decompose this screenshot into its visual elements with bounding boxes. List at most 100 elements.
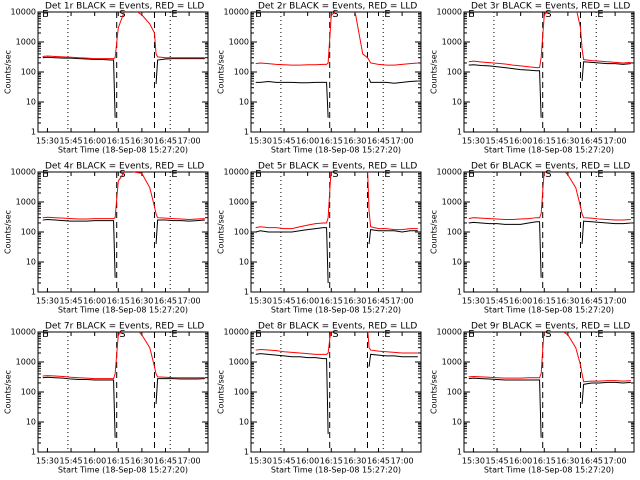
series-line (255, 78, 418, 118)
x-tick-label: 16:15 (533, 297, 556, 306)
x-tick-label: 16:15 (107, 457, 130, 466)
marker-label: E (384, 9, 390, 20)
marker-label: E (42, 9, 48, 20)
x-axis-label: Start Time (18-Sep-08 15:27:20) (58, 146, 188, 155)
panel: Det 6r BLACK = Events, RED = LLD Start Ti… (430, 162, 635, 315)
series-line (468, 220, 631, 278)
x-tick-label: 16:00 (296, 137, 319, 146)
x-tick-label: 16:30 (343, 297, 366, 306)
plot-frame (463, 11, 635, 133)
y-tick-label: 100 (447, 68, 462, 77)
marker-label: S (545, 9, 551, 20)
x-tick-label: 15:30 (462, 137, 485, 146)
x-tick-label: 16:15 (533, 457, 556, 466)
plot-frame (37, 331, 209, 453)
marker-label: E (468, 329, 474, 340)
marker-label: E (255, 169, 261, 180)
x-tick-label: 16:00 (296, 297, 319, 306)
marker-label: E (171, 169, 177, 180)
y-tick-label: 100 (234, 68, 249, 77)
y-tick-label: 1 (244, 288, 249, 297)
x-tick-label: 16:15 (107, 297, 130, 306)
y-tick-label: 100 (21, 228, 36, 237)
y-tick-label: 10000 (437, 168, 462, 177)
y-axis-label: Counts/sec (4, 210, 13, 254)
marker-label: E (255, 329, 261, 340)
x-tick-label: 16:45 (367, 297, 390, 306)
y-tick-label: 10 (26, 418, 36, 427)
y-tick-label: 1 (31, 448, 36, 457)
x-tick-label: 16:15 (107, 137, 130, 146)
x-axis-label: Start Time (18-Sep-08 15:27:20) (58, 466, 188, 475)
y-tick-label: 1000 (229, 198, 249, 207)
panel: Det 8r BLACK = Events, RED = LLD Start Ti… (217, 322, 422, 475)
series-line (255, 353, 418, 434)
x-tick-label: 15:45 (273, 297, 296, 306)
y-tick-label: 100 (21, 68, 36, 77)
x-tick-label: 17:00 (178, 297, 201, 306)
x-axis-label: Start Time (18-Sep-08 15:27:20) (271, 466, 401, 475)
x-tick-label: 15:45 (60, 297, 83, 306)
x-tick-label: 15:30 (36, 297, 59, 306)
y-tick-label: 10000 (224, 8, 249, 17)
x-tick-label: 17:00 (391, 457, 414, 466)
chart-title: Det 5r BLACK = Events, RED = LLD (258, 162, 417, 172)
series-line (42, 376, 205, 438)
panel: Det 2r BLACK = Events, RED = LLD Start Ti… (217, 2, 422, 155)
x-tick-label: 17:00 (604, 297, 627, 306)
series-line (42, 12, 205, 60)
x-tick-label: 15:45 (273, 137, 296, 146)
x-tick-label: 16:00 (83, 297, 106, 306)
marker-label: E (597, 329, 603, 340)
panel: Det 4r BLACK = Events, RED = LLD Start Ti… (4, 162, 209, 315)
y-tick-label: 1000 (16, 358, 36, 367)
x-tick-label: 15:30 (462, 457, 485, 466)
y-tick-label: 10000 (11, 8, 36, 17)
series-line (468, 172, 631, 221)
y-tick-label: 10000 (437, 328, 462, 337)
y-tick-label: 10000 (11, 328, 36, 337)
marker-label: E (255, 9, 261, 20)
x-tick-label: 16:45 (367, 457, 390, 466)
y-tick-label: 10000 (224, 328, 249, 337)
series-line (468, 332, 631, 383)
x-tick-label: 17:00 (391, 297, 414, 306)
plot-frame (250, 11, 422, 133)
x-tick-label: 16:30 (130, 457, 153, 466)
x-tick-label: 16:30 (556, 297, 579, 306)
marker-label: S (332, 9, 338, 20)
y-tick-label: 10 (239, 98, 249, 107)
y-tick-label: 1 (31, 288, 36, 297)
x-tick-label: 15:45 (273, 457, 296, 466)
marker-label: E (468, 169, 474, 180)
y-axis-label: Counts/sec (430, 370, 439, 414)
plot-frame (463, 331, 635, 453)
marker-label: E (597, 169, 603, 180)
marker-label: E (171, 329, 177, 340)
x-tick-label: 17:00 (604, 457, 627, 466)
panel: Det 7r BLACK = Events, RED = LLD Start Ti… (4, 322, 209, 475)
chart-title: Det 2r BLACK = Events, RED = LLD (258, 2, 417, 12)
x-tick-label: 15:45 (60, 137, 83, 146)
marker-label: E (468, 9, 474, 20)
chart-title: Det 9r BLACK = Events, RED = LLD (471, 322, 630, 332)
x-tick-label: 16:45 (154, 137, 177, 146)
y-tick-label: 100 (447, 388, 462, 397)
x-tick-label: 16:15 (320, 137, 343, 146)
y-tick-label: 1 (457, 128, 462, 137)
x-tick-label: 16:00 (296, 457, 319, 466)
y-tick-label: 1000 (442, 38, 462, 47)
series-line (42, 332, 205, 380)
plot-frame (37, 11, 209, 133)
x-axis-label: Start Time (18-Sep-08 15:27:20) (58, 306, 188, 315)
y-tick-label: 1000 (16, 198, 36, 207)
panel: Det 3r BLACK = Events, RED = LLD Start Ti… (430, 2, 635, 155)
x-tick-label: 15:30 (36, 457, 59, 466)
x-tick-label: 16:30 (556, 137, 579, 146)
plot-frame (37, 171, 209, 293)
series-line (255, 332, 418, 355)
y-tick-label: 10 (26, 258, 36, 267)
x-tick-label: 15:45 (486, 457, 509, 466)
y-tick-label: 10000 (437, 8, 462, 17)
marker-label: E (42, 329, 48, 340)
